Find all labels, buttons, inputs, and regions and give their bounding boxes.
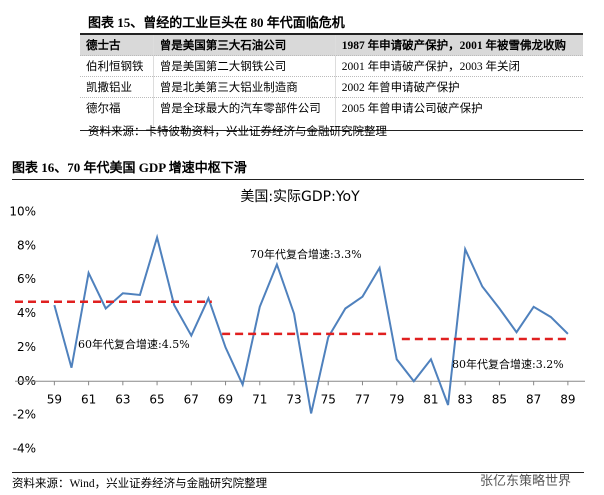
y-tick-label: 10% bbox=[9, 205, 36, 219]
x-tick-label: 79 bbox=[389, 393, 404, 407]
cell: 曾是美国第三大石油公司 bbox=[152, 33, 336, 56]
annotation: 70年代复合增速:3.3% bbox=[250, 247, 362, 261]
y-tick-label: 8% bbox=[17, 238, 36, 252]
table-source: 资料来源：卡特彼勒资料，兴业证券经济与金融研究院整理 bbox=[88, 126, 387, 138]
x-tick-label: 73 bbox=[286, 393, 301, 407]
x-tick-label: 85 bbox=[492, 393, 507, 407]
table: 德士古 曾是美国第三大石油公司 1987 年申请破产保护，2001 年被雪佛龙收购 … bbox=[80, 33, 583, 131]
x-tick-label: 61 bbox=[81, 393, 96, 407]
cell: 凯撒铝业 bbox=[80, 76, 154, 98]
x-tick-label: 69 bbox=[218, 393, 233, 407]
cell: 2002 年曾申请破产保护 bbox=[334, 76, 583, 98]
x-tick-label: 65 bbox=[149, 393, 164, 407]
watermark: 张亿东策略世界 bbox=[480, 474, 572, 489]
x-tick-label: 71 bbox=[252, 393, 267, 407]
x-tick-label: 81 bbox=[423, 393, 438, 407]
y-tick-label: 4% bbox=[17, 306, 36, 320]
cell: 德士古 bbox=[80, 33, 154, 56]
cell: 2001 年申请破产保护，2003 年关闭 bbox=[334, 55, 583, 77]
x-tick-label: 83 bbox=[458, 393, 473, 407]
x-tick-label: 59 bbox=[47, 393, 62, 407]
x-tick-label: 75 bbox=[321, 393, 336, 407]
cell: 曾是北美第三大铝业制造商 bbox=[152, 76, 336, 98]
annotation: 80年代复合增速:3.2% bbox=[452, 357, 564, 371]
y-tick-label: -4% bbox=[13, 442, 36, 456]
table-title: 图表 15、曾经的工业巨头在 80 年代面临危机 bbox=[88, 15, 345, 30]
cell: 2005 年曾申请公司破产保护 bbox=[334, 97, 583, 131]
cell: 伯利恒钢铁 bbox=[80, 55, 154, 77]
x-tick-label: 67 bbox=[184, 393, 199, 407]
cell: 曾是美国第二大钢铁公司 bbox=[152, 55, 336, 77]
y-tick-label: 6% bbox=[17, 272, 36, 286]
x-tick-label: 87 bbox=[526, 393, 541, 407]
y-tick-label: -2% bbox=[13, 408, 36, 422]
chart-source: 资料来源：Wind，兴业证券经济与金融研究院整理 bbox=[12, 472, 584, 491]
x-tick-label: 77 bbox=[355, 393, 370, 407]
chart-heading: 图表 16、70 年代美国 GDP 增速中枢下滑 bbox=[12, 157, 584, 180]
cell: 德尔福 bbox=[80, 97, 154, 131]
cell: 1987 年申请破产保护，2001 年被雪佛龙收购 bbox=[334, 33, 583, 56]
y-tick-label: 2% bbox=[17, 340, 36, 354]
annotation: 60年代复合增速:4.5% bbox=[78, 337, 190, 351]
cell: 曾是全球最大的汽车零部件公司 bbox=[152, 97, 336, 131]
series-line bbox=[53, 233, 569, 414]
chart-title: 美国:实际GDP:YoY bbox=[240, 189, 360, 205]
x-tick-label: 89 bbox=[560, 393, 575, 407]
x-tick-label: 63 bbox=[115, 393, 130, 407]
